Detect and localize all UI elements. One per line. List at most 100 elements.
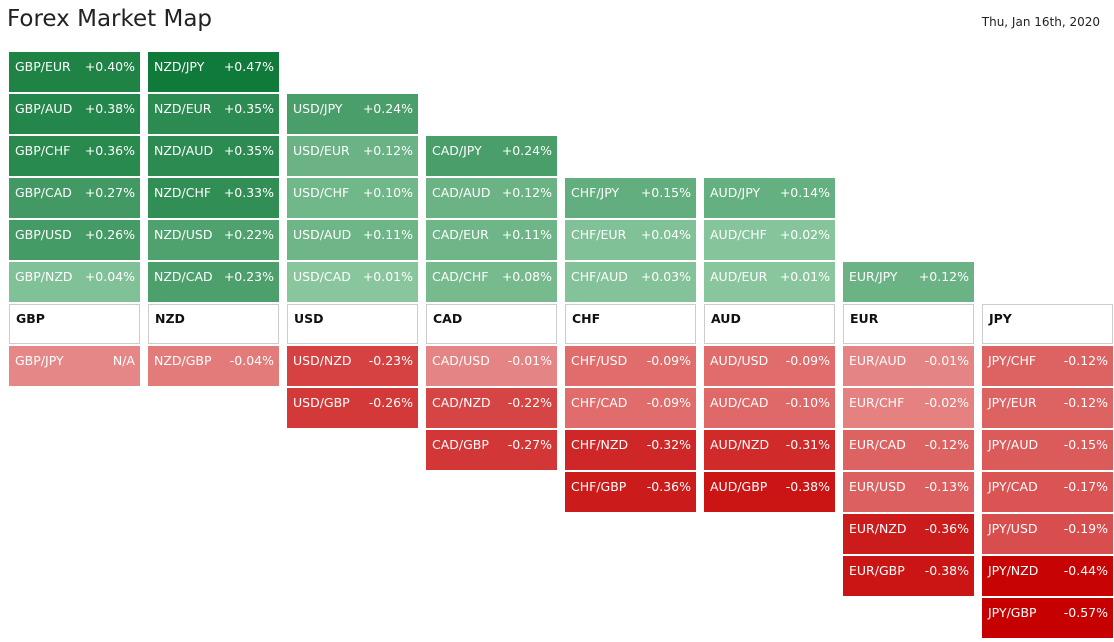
gainer-tile: AUD/CHF +0.02% (704, 220, 835, 260)
pair-label: CAD/EUR (432, 227, 489, 242)
gainer-tile: NZD/CHF +0.33% (148, 178, 279, 218)
gainer-tile: AUD/JPY +0.14% (704, 178, 835, 218)
change-label: -0.23% (368, 353, 413, 368)
currency-label: NZD (155, 311, 185, 326)
pair-label: USD/AUD (293, 227, 352, 242)
change-label: -0.36% (924, 521, 969, 536)
change-label: +0.24% (501, 143, 552, 158)
gainer-tile: NZD/USD +0.22% (148, 220, 279, 260)
change-label: +0.27% (84, 185, 135, 200)
change-label: +0.10% (362, 185, 413, 200)
pair-label: JPY/USD (988, 521, 1038, 536)
change-label: -0.09% (646, 395, 691, 410)
loser-tile: JPY/USD -0.19% (982, 514, 1113, 554)
pair-label: EUR/CHF (849, 395, 905, 410)
loser-tile: AUD/NZD -0.31% (704, 430, 835, 470)
change-label: +0.14% (779, 185, 830, 200)
change-label: -0.02% (924, 395, 969, 410)
gainer-tile: EUR/JPY +0.12% (843, 262, 974, 302)
gainer-tile: GBP/CHF +0.36% (9, 136, 140, 176)
pair-label: JPY/NZD (988, 563, 1039, 578)
change-label: -0.12% (1063, 353, 1108, 368)
gainer-tile: CAD/AUD +0.12% (426, 178, 557, 218)
change-label: N/A (112, 353, 135, 368)
pair-label: CHF/AUD (571, 269, 628, 284)
pair-label: CHF/CAD (571, 395, 628, 410)
loser-tile: EUR/AUD -0.01% (843, 346, 974, 386)
pair-label: NZD/CAD (154, 269, 213, 284)
pair-label: CAD/NZD (432, 395, 491, 410)
pair-label: EUR/CAD (849, 437, 906, 452)
loser-tile: JPY/CHF -0.12% (982, 346, 1113, 386)
change-label: +0.12% (501, 185, 552, 200)
gainer-tile: CHF/JPY +0.15% (565, 178, 696, 218)
change-label: -0.44% (1063, 563, 1108, 578)
change-label: +0.04% (84, 269, 135, 284)
change-label: -0.38% (924, 563, 969, 578)
loser-tile: EUR/GBP -0.38% (843, 556, 974, 596)
gainer-tile: NZD/JPY +0.47% (148, 52, 279, 92)
pair-label: EUR/GBP (849, 563, 905, 578)
pair-label: CHF/JPY (571, 185, 620, 200)
pair-label: NZD/CHF (154, 185, 212, 200)
currency-label: GBP (16, 311, 45, 326)
pair-label: NZD/USD (154, 227, 213, 242)
change-label: +0.03% (640, 269, 691, 284)
currency-header: CAD (426, 304, 557, 344)
change-label: -0.19% (1063, 521, 1108, 536)
pair-label: JPY/AUD (988, 437, 1039, 452)
pair-label: GBP/USD (15, 227, 72, 242)
pair-label: EUR/USD (849, 479, 906, 494)
change-label: +0.40% (84, 59, 135, 74)
pair-label: AUD/CHF (710, 227, 767, 242)
date: Thu, Jan 16th, 2020 (981, 15, 1100, 29)
change-label: -0.01% (507, 353, 552, 368)
loser-tile: JPY/GBP -0.57% (982, 598, 1113, 638)
pair-label: AUD/GBP (710, 479, 768, 494)
pair-label: AUD/NZD (710, 437, 770, 452)
pair-label: USD/CAD (293, 269, 351, 284)
gainer-tile: NZD/AUD +0.35% (148, 136, 279, 176)
pair-label: AUD/CAD (710, 395, 769, 410)
loser-tile: JPY/NZD -0.44% (982, 556, 1113, 596)
gainer-tile: AUD/EUR +0.01% (704, 262, 835, 302)
pair-label: NZD/JPY (154, 59, 205, 74)
loser-tile: USD/NZD -0.23% (287, 346, 418, 386)
change-label: +0.01% (362, 269, 413, 284)
gainer-tile: GBP/USD +0.26% (9, 220, 140, 260)
currency-label: CHF (572, 311, 601, 326)
change-label: -0.32% (646, 437, 691, 452)
pair-label: EUR/JPY (849, 269, 898, 284)
change-label: -0.09% (646, 353, 691, 368)
loser-tile: AUD/USD -0.09% (704, 346, 835, 386)
currency-header: AUD (704, 304, 835, 344)
currency-header: USD (287, 304, 418, 344)
title: Forex Market Map (7, 6, 213, 32)
loser-tile: CHF/GBP -0.36% (565, 472, 696, 512)
gainer-tile: USD/EUR +0.12% (287, 136, 418, 176)
currency-label: CAD (433, 311, 463, 326)
loser-tile: EUR/USD -0.13% (843, 472, 974, 512)
change-label: -0.10% (785, 395, 830, 410)
pair-label: GBP/CAD (15, 185, 72, 200)
pair-label: USD/EUR (293, 143, 350, 158)
pair-label: GBP/EUR (15, 59, 71, 74)
change-label: -0.38% (785, 479, 830, 494)
pair-label: AUD/JPY (710, 185, 761, 200)
change-label: -0.22% (507, 395, 552, 410)
change-label: -0.27% (507, 437, 552, 452)
pair-label: AUD/USD (710, 353, 769, 368)
pair-label: CHF/NZD (571, 437, 629, 452)
change-label: -0.36% (646, 479, 691, 494)
currency-label: USD (294, 311, 324, 326)
loser-tile: CHF/USD -0.09% (565, 346, 696, 386)
change-label: +0.47% (223, 59, 274, 74)
change-label: +0.08% (501, 269, 552, 284)
pair-label: NZD/AUD (154, 143, 214, 158)
pair-label: CAD/JPY (432, 143, 482, 158)
gainer-tile: GBP/NZD +0.04% (9, 262, 140, 302)
currency-label: AUD (711, 311, 741, 326)
loser-tile: CHF/CAD -0.09% (565, 388, 696, 428)
change-label: -0.04% (229, 353, 274, 368)
loser-tile: JPY/EUR -0.12% (982, 388, 1113, 428)
